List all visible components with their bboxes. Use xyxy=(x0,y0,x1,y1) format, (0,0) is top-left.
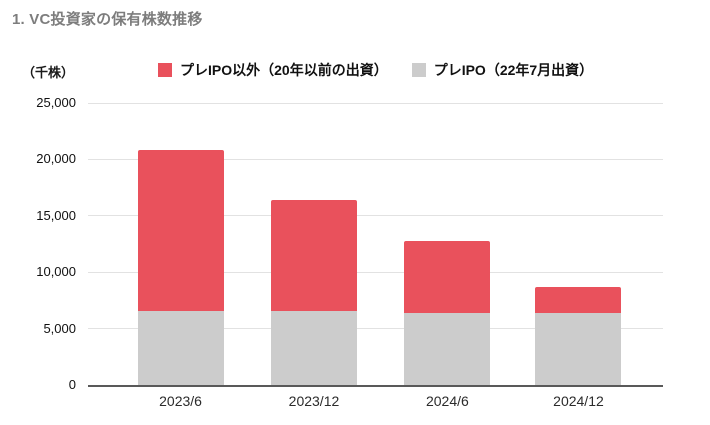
bar-segment-pre-ipo-other xyxy=(404,240,491,313)
x-tick-label: 2023/12 xyxy=(288,393,340,409)
plot-area xyxy=(88,102,663,387)
gridline xyxy=(88,271,663,273)
bar-segment-pre-ipo-other xyxy=(270,200,357,311)
legend-swatch-red xyxy=(158,63,172,77)
chart-legend: プレIPO以外（20年以前の出資） プレIPO（22年7月出資） xyxy=(158,60,593,80)
y-axis: 0 5,000 10,000 15,000 20,000 25,000 xyxy=(0,95,76,392)
bar-segment-pre-ipo-other xyxy=(137,150,224,311)
legend-label-pre-ipo: プレIPO（22年7月出資） xyxy=(433,62,594,78)
gridline xyxy=(88,215,663,217)
y-tick-label: 0 xyxy=(68,377,76,392)
y-axis-unit-label: （千株） xyxy=(22,65,75,80)
y-tick-label: 5,000 xyxy=(43,320,76,336)
bar-segment-pre-ipo xyxy=(404,312,491,385)
bar-2024-6 xyxy=(404,240,491,385)
bar-2024-12 xyxy=(535,286,622,385)
y-tick-label: 25,000 xyxy=(36,95,76,110)
x-tick-label: 2024/12 xyxy=(553,393,604,409)
y-tick-label: 15,000 xyxy=(36,207,76,223)
y-tick-label: 20,000 xyxy=(36,151,76,167)
x-tick-label: 2023/6 xyxy=(159,393,202,409)
bar-segment-pre-ipo xyxy=(270,310,357,385)
gridline xyxy=(88,102,663,104)
bar-segment-pre-ipo-other xyxy=(535,286,622,313)
gridline xyxy=(88,158,663,160)
y-tick-label: 10,000 xyxy=(36,264,76,280)
legend-item-pre-ipo: プレIPO（22年7月出資） xyxy=(411,60,594,80)
bar-2023-12 xyxy=(270,200,357,385)
chart-title: 1. VC投資家の保有株数推移 xyxy=(12,11,203,28)
legend-swatch-gray xyxy=(411,63,426,77)
x-axis: 2023/6 2023/12 2024/6 2024/12 xyxy=(88,393,663,415)
legend-item-pre-ipo-other: プレIPO以外（20年以前の出資） xyxy=(158,60,388,80)
bar-2023-6 xyxy=(137,150,224,385)
bar-segment-pre-ipo xyxy=(137,310,224,385)
x-tick-label: 2024/6 xyxy=(425,393,469,409)
gridline xyxy=(88,328,663,330)
legend-label-pre-ipo-other: プレIPO以外（20年以前の出資） xyxy=(180,62,388,78)
bar-segment-pre-ipo xyxy=(535,312,622,385)
